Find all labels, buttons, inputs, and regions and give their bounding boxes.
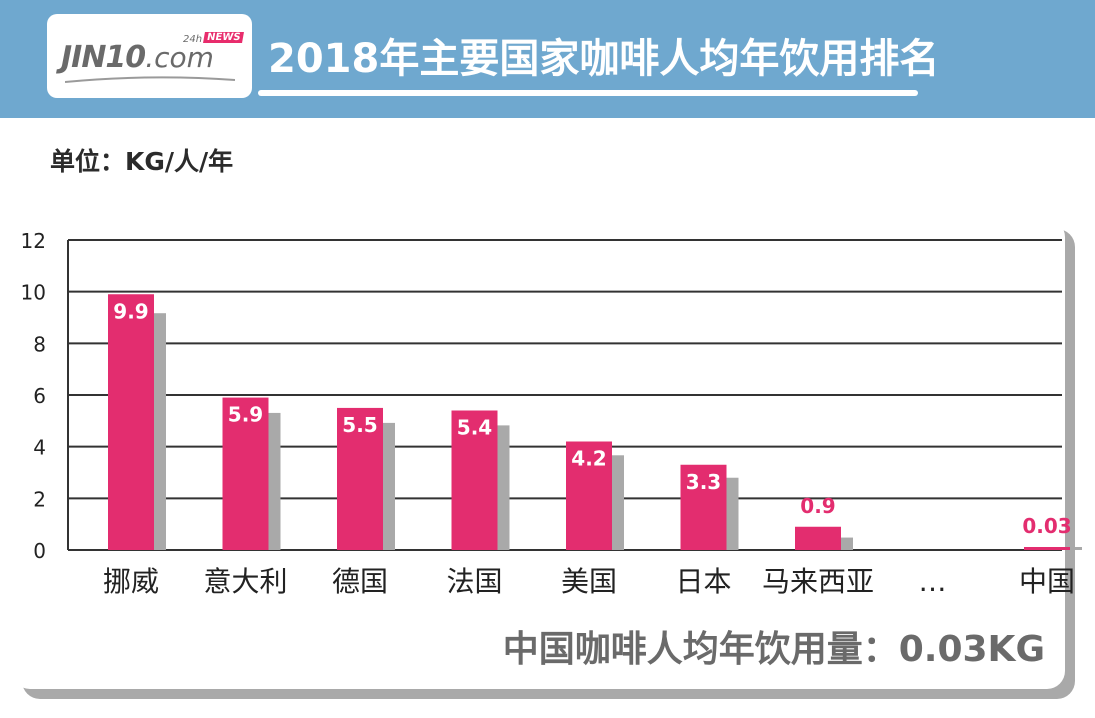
x-category-label: 美国 bbox=[561, 565, 617, 598]
data-label: 3.3 bbox=[686, 470, 721, 494]
y-tick-label: 2 bbox=[33, 487, 46, 511]
unit-label: 单位：KG/人/年 bbox=[50, 147, 234, 176]
bar bbox=[566, 441, 612, 550]
data-label: 9.9 bbox=[113, 299, 148, 323]
bar bbox=[222, 397, 269, 550]
chart-title: 2018年主要国家咖啡人均年饮用排名 bbox=[268, 36, 940, 82]
logo-brand-suffix: .com bbox=[145, 41, 214, 74]
title-underline bbox=[258, 90, 918, 96]
y-tick-label: 8 bbox=[33, 332, 46, 356]
logo-brand-main: JIN10 bbox=[61, 40, 146, 75]
y-tick-label: 0 bbox=[33, 539, 46, 563]
data-label: 5.5 bbox=[342, 413, 377, 437]
data-label: 4.2 bbox=[571, 447, 606, 471]
x-category-label: 意大利 bbox=[203, 565, 287, 598]
header-banner: JIN10.com 24h NEWS 2018年主要国家咖啡人均年饮用排名 bbox=[0, 0, 1095, 118]
x-category-label: 法国 bbox=[446, 565, 502, 598]
bar bbox=[680, 464, 727, 550]
brand-logo: JIN10.com 24h NEWS bbox=[47, 14, 252, 98]
china-consumption-note: 中国咖啡人均年饮用量：0.03KG bbox=[502, 629, 1045, 670]
logo-wordmark: JIN10.com bbox=[61, 40, 214, 75]
x-category-label: 日本 bbox=[675, 565, 731, 598]
x-category-label: 马来西亚 bbox=[762, 565, 874, 598]
x-category-label: 中国 bbox=[1019, 565, 1075, 598]
y-tick-label: 12 bbox=[21, 229, 46, 253]
bar bbox=[337, 407, 383, 550]
data-label: 0.03 bbox=[1022, 514, 1071, 538]
bar bbox=[451, 410, 498, 550]
x-category-label: 德国 bbox=[332, 565, 388, 598]
y-tick-label: 10 bbox=[21, 281, 46, 305]
data-label: 5.4 bbox=[457, 416, 492, 440]
logo-swoosh-icon bbox=[65, 76, 235, 83]
bar bbox=[108, 294, 154, 550]
y-tick-label: 4 bbox=[33, 436, 46, 460]
x-category-label: … bbox=[919, 565, 947, 598]
data-label: 0.9 bbox=[800, 494, 835, 518]
bar bbox=[1024, 547, 1070, 550]
chart-panel bbox=[12, 219, 1065, 689]
data-label: 5.9 bbox=[228, 403, 263, 427]
logo-24h-tag: 24h bbox=[183, 34, 203, 45]
bar bbox=[795, 526, 841, 550]
x-category-label: 挪威 bbox=[103, 565, 159, 598]
y-tick-label: 6 bbox=[33, 384, 46, 408]
